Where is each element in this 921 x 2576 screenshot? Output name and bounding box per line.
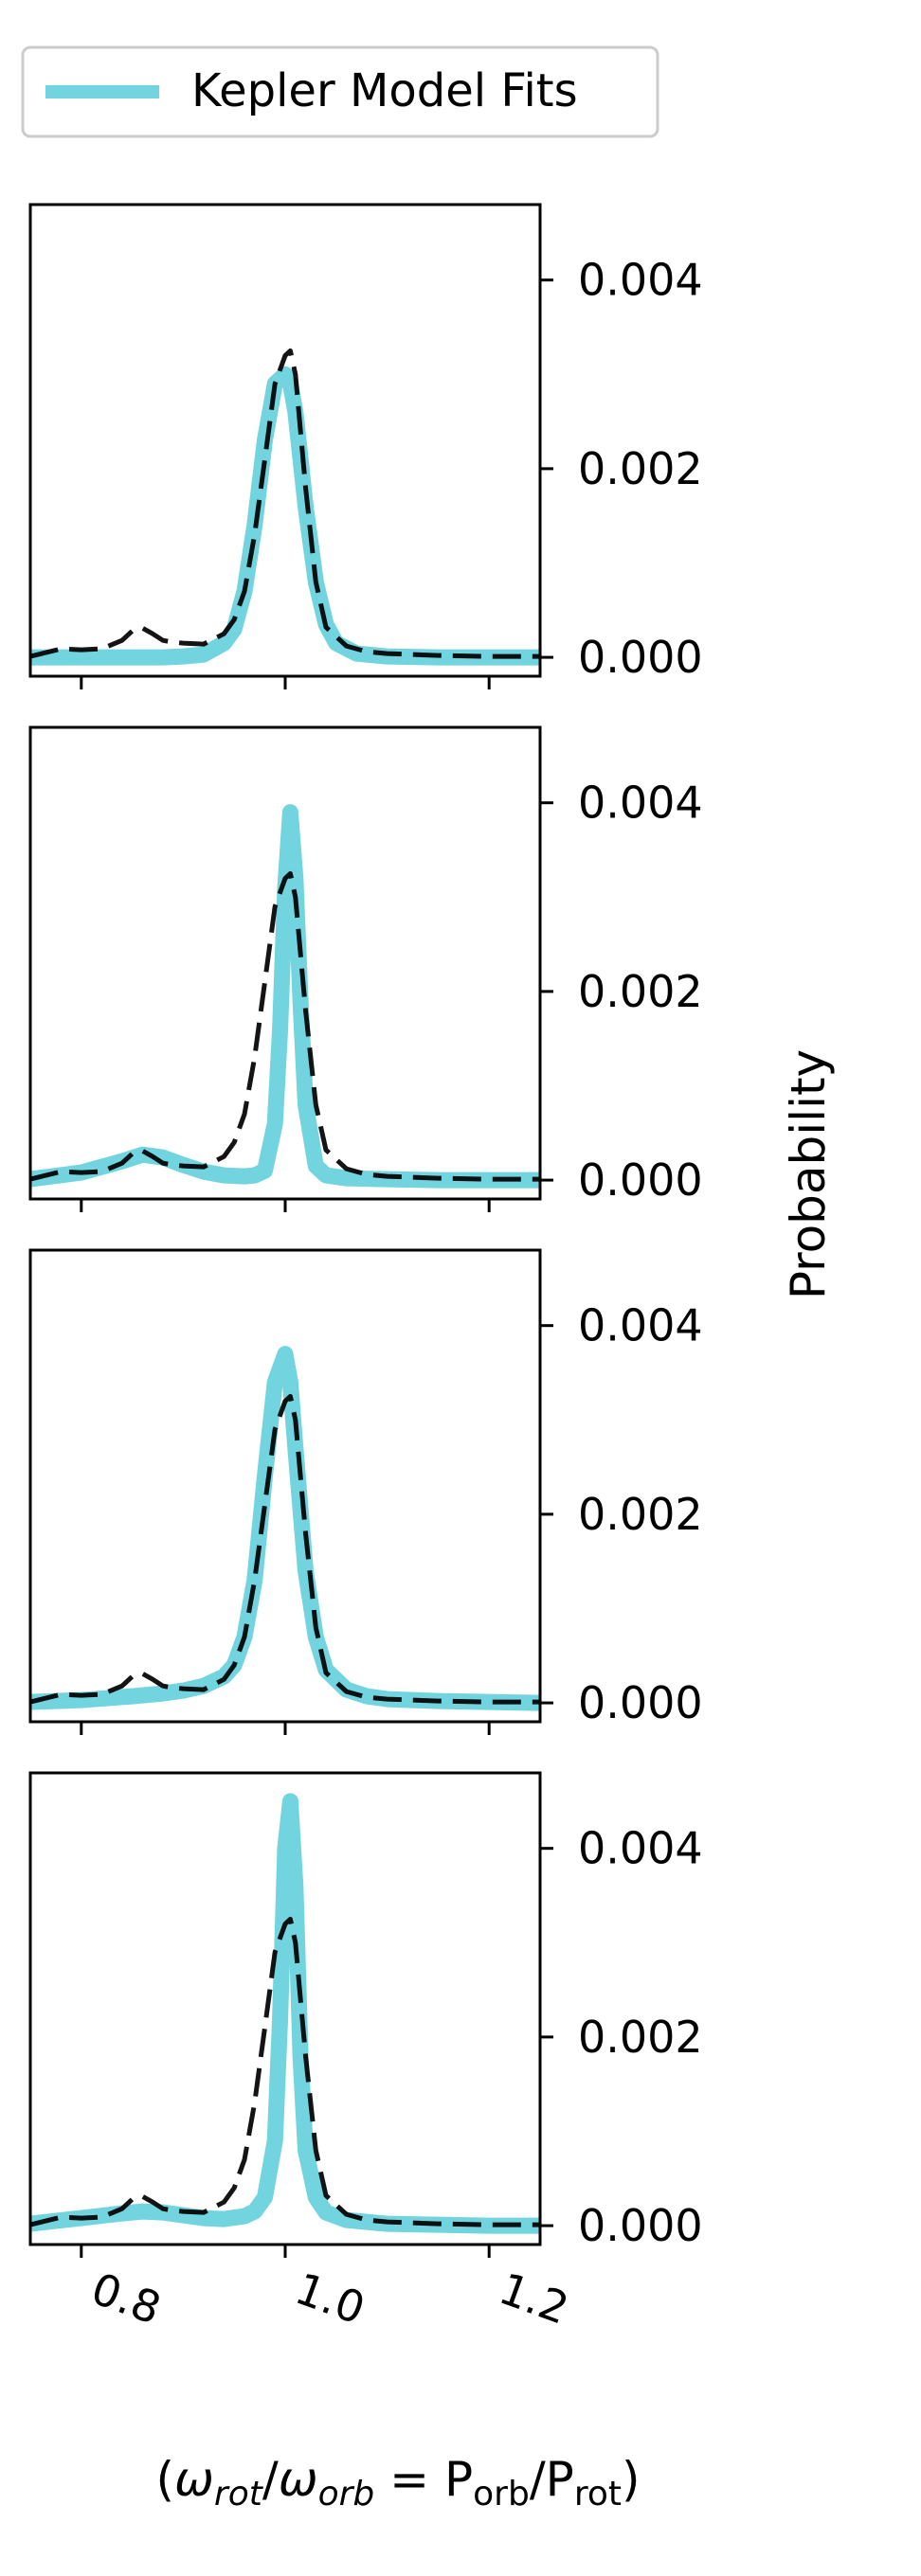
y-tick-label: 0.004: [578, 1823, 703, 1874]
curves: [30, 804, 540, 1189]
fit-curve: [30, 366, 540, 666]
y-tick-label: 0.000: [578, 2200, 703, 2251]
reference-curve: [30, 1916, 540, 2227]
reference-curve: [30, 348, 540, 659]
reference-curve: [30, 870, 540, 1182]
panel-3: 0.000 0.002 0.004: [28, 1248, 703, 1735]
panel-2: 0.000 0.002 0.004: [28, 725, 703, 1212]
fit-curve: [30, 1346, 540, 1711]
curves: [30, 1346, 540, 1711]
x-tick-label: 1.2: [493, 2263, 575, 2334]
panels: 0.000 0.002 0.004 0.000 0.002 0.004 0.000 0.002…: [28, 203, 703, 2258]
y-tick-label: 0.004: [578, 255, 703, 306]
fit-curve: [30, 804, 540, 1189]
fit-curve: [30, 1793, 540, 2234]
y-tick-label: 0.002: [578, 966, 703, 1017]
y-tick-label: 0.004: [578, 778, 703, 829]
legend: Kepler Model Fits: [21, 45, 659, 138]
x-axis-title: (ωrot/ωorb = Porb/Prot): [156, 2452, 641, 2513]
panel-4: 0.000 0.002 0.004: [28, 1771, 703, 2258]
panel-1: 0.000 0.002 0.004: [28, 203, 703, 689]
y-tick-label: 0.000: [578, 1677, 703, 1728]
panel-frame: [28, 203, 542, 678]
reference-curve: [30, 1393, 540, 1705]
legend-label: Kepler Model Fits: [191, 64, 578, 117]
legend-frame: [21, 45, 659, 138]
panel-frame: [28, 1248, 542, 1724]
x-tick-label: 1.0: [289, 2263, 371, 2334]
y-axis-title: Probability: [781, 1049, 836, 1299]
y-tick-label: 0.000: [578, 1154, 703, 1206]
curves: [30, 1793, 540, 2234]
y-tick-label: 0.002: [578, 443, 703, 494]
x-tick-labels: 0.8 1.0 1.2: [85, 2263, 576, 2334]
y-tick-label: 0.004: [578, 1300, 703, 1351]
y-tick-label: 0.000: [578, 632, 703, 683]
x-tick-label: 0.8: [85, 2263, 168, 2334]
y-tick-label: 0.002: [578, 1489, 703, 1540]
y-tick-label: 0.002: [578, 2012, 703, 2063]
curves: [30, 348, 540, 666]
